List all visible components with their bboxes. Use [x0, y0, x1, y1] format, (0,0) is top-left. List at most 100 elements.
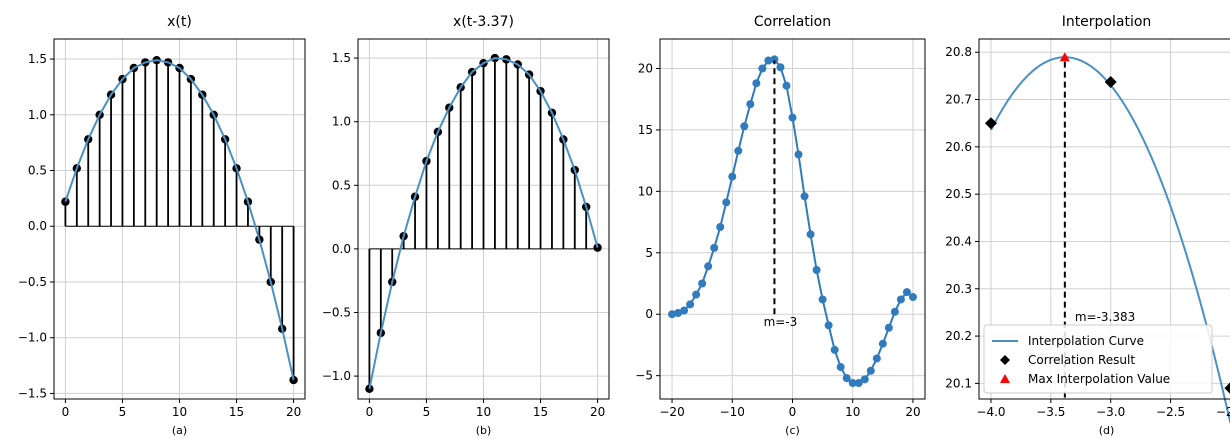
data-point [740, 122, 749, 131]
tick-label-y: 20.1 [945, 376, 972, 390]
data-point [872, 354, 881, 363]
caption-a: (a) [172, 424, 187, 437]
data-point [806, 230, 815, 239]
tick-label-x: −4.0 [976, 405, 1005, 419]
tick-label-x: 10 [845, 405, 860, 419]
tick-label-y: 1.5 [332, 51, 351, 65]
caption-d: (d) [1099, 424, 1115, 437]
ticks-b: 0 5 10 15 20 −1.0 −0.5 0.0 0.5 1.0 1.5 [322, 51, 605, 419]
tick-label-x: −10 [720, 405, 745, 419]
data-point [668, 310, 677, 319]
ticks-a: 0 5 10 15 20 −1.5 −1.0 −0.5 0.0 0.5 1.0 1.5 [18, 52, 301, 419]
axes-frame-d [978, 38, 1230, 400]
grid-c [660, 39, 925, 399]
data-point [860, 375, 869, 384]
data-point [698, 279, 707, 288]
chart-title-d: Interpolation [1062, 14, 1152, 30]
tick-label-y: −1.0 [322, 369, 351, 383]
data-point [674, 308, 683, 317]
data-point [716, 222, 725, 231]
tick-label-x: 15 [229, 405, 244, 419]
caption-b: (b) [476, 424, 492, 437]
data-point [866, 366, 875, 375]
marks-d [984, 52, 1230, 424]
data-point [722, 198, 731, 207]
tick-label-y: 0 [645, 307, 653, 321]
data-point [854, 379, 863, 388]
data-point [824, 321, 833, 330]
legend-d: Interpolation Curve Correlation Result M… [983, 324, 1213, 394]
marks-a [61, 55, 298, 385]
data-point [902, 288, 911, 297]
annotation-text-c: m=-3 [764, 315, 798, 329]
tick-label-y: 20.7 [945, 93, 972, 107]
ticks-c: −20 −10 0 10 20 −5 0 5 10 15 20 [635, 61, 920, 419]
data-point [686, 300, 695, 309]
data-point [710, 243, 719, 252]
tick-label-y: 0.5 [332, 178, 351, 192]
data-point [812, 265, 821, 274]
legend-label-curve: Interpolation Curve [1028, 334, 1144, 348]
data-point [884, 323, 893, 332]
tick-label-x: −3.5 [1036, 405, 1065, 419]
chart-title-a: x(t) [167, 14, 192, 30]
tick-label-x: 20 [286, 405, 301, 419]
tick-label-y: 1.0 [332, 115, 351, 129]
data-point [794, 150, 803, 159]
data-point [908, 293, 917, 302]
tick-label-x: 0 [366, 405, 374, 419]
panel-a: 0 5 10 15 20 −1.5 −1.0 −0.5 0.0 0.5 1.0 1.5 x(t) (a… [18, 14, 306, 437]
tick-label-x: −2.5 [1156, 405, 1185, 419]
tick-label-x: 5 [119, 405, 127, 419]
data-point [842, 374, 851, 383]
tick-label-y: 1.5 [28, 52, 47, 66]
tick-label-y: 20 [638, 61, 653, 75]
data-point [764, 56, 773, 65]
annotation-text-d: m=-3.383 [1075, 310, 1135, 324]
tick-label-x: 5 [423, 405, 431, 419]
data-point [878, 339, 887, 348]
correlation-point [984, 117, 997, 130]
data-point [890, 307, 899, 316]
data-point [680, 306, 689, 315]
tick-label-y: 20.6 [945, 140, 972, 154]
data-point [728, 172, 737, 181]
tick-label-y: 0.5 [28, 164, 47, 178]
tick-label-y: −5 [635, 369, 653, 383]
legend-box [983, 324, 1213, 394]
data-point [704, 262, 713, 271]
correlation-point [1104, 76, 1117, 89]
panel-d: −4.0 −3.5 −3.0 −2.5 −2.0 20.1 20.2 20.3 20.4 20.5… [945, 14, 1230, 437]
data-point [782, 81, 791, 90]
data-point [776, 63, 785, 72]
ticks-d: −4.0 −3.5 −3.0 −2.5 −2.0 20.1 20.2 20.3 20.4 20.5… [945, 45, 1230, 419]
data-point [746, 100, 755, 109]
correlation-point [1224, 382, 1230, 394]
legend-label-correlation: Correlation Result [1028, 353, 1135, 367]
data-point [800, 192, 809, 201]
data-point [818, 295, 827, 304]
marks-c [668, 55, 917, 388]
tick-label-y: 0.0 [332, 242, 351, 256]
chart-title-c: Correlation [754, 14, 831, 30]
tick-label-y: 20.2 [945, 329, 972, 343]
series-line [64, 59, 295, 381]
tick-label-x: 15 [533, 405, 548, 419]
tick-label-y: 10 [638, 184, 653, 198]
tick-label-y: −1.5 [18, 386, 47, 400]
chart-title-b: x(t-3.37) [453, 14, 514, 30]
tick-label-y: 1.0 [28, 108, 47, 122]
panel-b: 0 5 10 15 20 −1.0 −0.5 0.0 0.5 1.0 1.5 x(t-3.37) (… [322, 14, 610, 437]
data-point [758, 64, 767, 73]
tick-label-x: 10 [172, 405, 187, 419]
data-point [692, 290, 701, 299]
tick-label-x: 0 [789, 405, 797, 419]
tick-label-y: 0.0 [28, 219, 47, 233]
tick-label-x: 0 [62, 405, 70, 419]
data-point [896, 295, 905, 304]
panel-c: −20 −10 0 10 20 −5 0 5 10 15 20 m=-3 Correlation (… [635, 14, 926, 437]
tick-label-x: −20 [659, 405, 684, 419]
tick-label-y: 20.4 [945, 234, 972, 248]
tick-label-x: −3.0 [1096, 405, 1125, 419]
